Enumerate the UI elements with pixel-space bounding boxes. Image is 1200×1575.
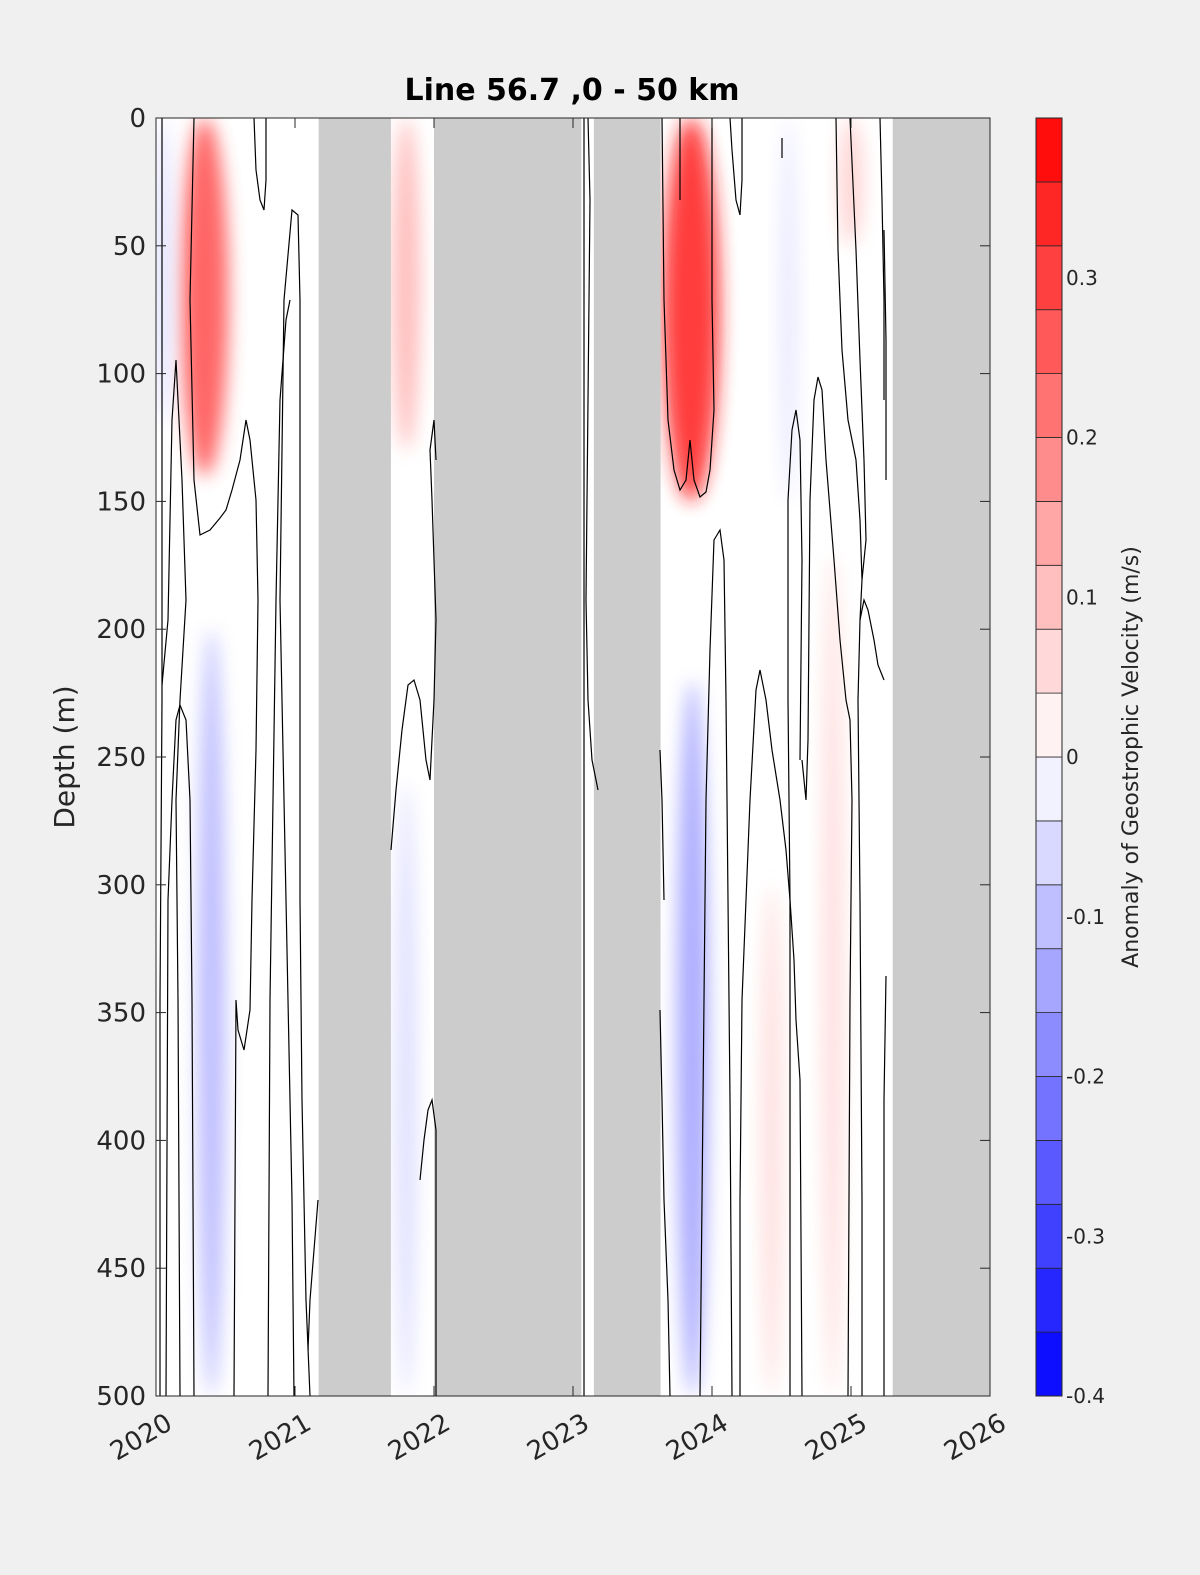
anomaly-feature: [392, 118, 421, 451]
colorbar-level: [1035, 820, 1063, 886]
x-tick-label: 2022: [383, 1408, 455, 1467]
no-data-region: [318, 118, 391, 1396]
contour-line: [661, 118, 715, 499]
anomaly-feature: [779, 118, 798, 502]
colorbar-level: [1035, 245, 1063, 311]
colorbar-tick-label: -0.2: [1066, 1065, 1105, 1089]
colorbar-tick-label: 0: [1066, 745, 1079, 769]
colorbar-level: [1035, 628, 1063, 694]
y-tick-label: 0: [129, 104, 146, 134]
colorbar-tick-label: 0.1: [1066, 585, 1098, 609]
contour-line: [390, 419, 437, 851]
colorbar-level: [1035, 1012, 1063, 1077]
colorbar-tick-label: 0.3: [1066, 266, 1098, 290]
no-data-region: [892, 118, 990, 1396]
y-axis-label: Depth (m): [48, 685, 81, 828]
y-tick-label: 500: [96, 1382, 146, 1412]
no-data-region: [593, 118, 661, 1396]
no-data-region: [434, 118, 582, 1396]
colorbar-level: [1035, 1076, 1063, 1141]
colorbar: -0.4 -0.3 -0.2 -0.1 0 0.1 0.2 0.3 Anomaly of Ge…: [1035, 117, 1144, 1408]
contour-line: [585, 118, 599, 791]
colorbar-tick-label: 0.2: [1066, 426, 1098, 450]
colorbar-level: [1035, 1140, 1063, 1205]
y-tick-label: 150: [96, 487, 146, 517]
colorbar-level: [1035, 309, 1063, 375]
anomaly-feature: [839, 118, 863, 246]
contour-line: [279, 208, 311, 1396]
colorbar-levels: [1035, 117, 1063, 1397]
colorbar-level: [1035, 500, 1063, 566]
contour-line: [699, 528, 733, 1396]
no-data-regions: [318, 118, 990, 1396]
y-tick-label: 200: [96, 615, 146, 645]
anomaly-feature: [822, 552, 844, 1396]
anomaly-feature: [662, 118, 720, 502]
colorbar-level: [1035, 692, 1063, 758]
contour-line: [419, 1097, 437, 1396]
contour-line: [857, 579, 863, 1396]
chart-title: Line 56.7 ,0 - 50 km: [404, 73, 739, 108]
x-tick-label: 2024: [661, 1408, 733, 1467]
anomaly-feature: [761, 884, 783, 1396]
colorbar-tick-label: -0.1: [1066, 905, 1105, 929]
contour-line: [159, 118, 163, 1396]
y-axis-ticks: 0 50 100 150 200 250 300 350 400 450 500: [96, 104, 990, 1412]
contour-line: [787, 409, 803, 1396]
colorbar-level: [1035, 1203, 1063, 1269]
contour-line: [801, 376, 853, 1396]
colorbar-tick-label: -0.4: [1066, 1384, 1105, 1408]
contour-line: [729, 118, 743, 216]
anomaly-feature: [180, 118, 229, 476]
colorbar-ticks: -0.4 -0.3 -0.2 -0.1 0 0.1 0.2 0.3: [1066, 266, 1105, 1408]
colorbar-level: [1035, 437, 1063, 502]
colorbar-level: [1035, 1331, 1063, 1397]
x-tick-label: 2023: [522, 1408, 594, 1467]
colorbar-tick-label: -0.3: [1066, 1224, 1105, 1248]
contour-line: [883, 975, 887, 1396]
anomaly-feature: [156, 118, 173, 425]
x-tick-label: 2025: [800, 1408, 872, 1467]
colorbar-level: [1035, 117, 1063, 183]
zero-contour-lines: [159, 118, 887, 1396]
contour-line: [739, 669, 803, 1396]
anomaly-feature: [676, 680, 709, 1396]
y-tick-label: 450: [96, 1254, 146, 1284]
contour-line: [835, 118, 867, 581]
y-tick-label: 300: [96, 871, 146, 901]
contour-line: [883, 229, 887, 480]
colorbar-level: [1035, 884, 1063, 950]
colorbar-level: [1035, 373, 1063, 438]
colorbar-level: [1035, 181, 1063, 247]
anomaly-feature: [395, 782, 417, 1396]
contour-line: [859, 597, 885, 681]
colorbar-level: [1035, 1267, 1063, 1333]
colorbar-level: [1035, 564, 1063, 630]
contour-line: [659, 1009, 671, 1396]
colorbar-frame: [1035, 117, 1063, 1397]
x-tick-label: 2021: [244, 1408, 316, 1467]
contour-line: [253, 118, 267, 211]
anomaly-field: [156, 118, 863, 1396]
contour-line: [189, 118, 259, 1396]
y-tick-label: 250: [96, 743, 146, 773]
contour-line: [659, 749, 665, 901]
colorbar-level: [1035, 756, 1063, 822]
contour-line: [307, 1199, 319, 1351]
plot-area: 2020 2021 2022 2023 2024 2025 2026 0 50 100 150 20…: [96, 104, 1011, 1467]
contour-line: [267, 299, 291, 1396]
contour-line: [879, 118, 885, 400]
contour-line: [165, 703, 195, 1396]
y-tick-label: 100: [96, 360, 146, 390]
y-tick-label: 400: [96, 1126, 146, 1156]
y-tick-label: 350: [96, 999, 146, 1029]
colorbar-level: [1035, 948, 1063, 1014]
colorbar-label: Anomaly of Geostrophic Velocity (m/s): [1119, 546, 1144, 968]
anomaly-feature: [197, 629, 226, 1396]
x-tick-label: 2026: [939, 1408, 1011, 1467]
x-tick-label: 2020: [105, 1408, 177, 1467]
y-tick-label: 50: [113, 232, 146, 262]
contour-line: [161, 359, 187, 1396]
